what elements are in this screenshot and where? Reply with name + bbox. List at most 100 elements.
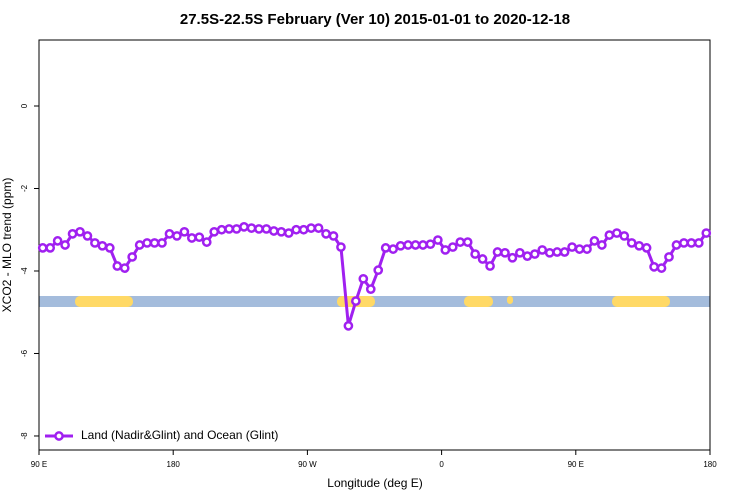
point xyxy=(373,265,384,276)
point xyxy=(559,247,570,257)
point xyxy=(529,249,540,259)
point xyxy=(276,226,287,237)
point xyxy=(619,231,630,241)
point xyxy=(321,229,331,239)
point xyxy=(500,247,510,258)
point xyxy=(179,226,190,237)
point xyxy=(470,249,480,259)
point xyxy=(112,261,123,271)
point xyxy=(611,228,622,238)
point xyxy=(104,243,115,253)
point xyxy=(455,237,466,247)
point xyxy=(37,243,48,253)
point xyxy=(45,243,56,253)
y-tick-label: -8 xyxy=(20,432,29,440)
x-axis-label: Longitude (deg E) xyxy=(327,476,422,490)
point xyxy=(380,243,391,253)
point xyxy=(701,228,712,238)
chart-title: 27.5S-22.5S February (Ver 10) 2015-01-01… xyxy=(180,11,570,28)
point xyxy=(515,247,525,258)
point xyxy=(544,247,555,258)
point xyxy=(582,244,592,254)
point xyxy=(239,222,249,232)
point xyxy=(485,261,495,271)
point xyxy=(589,236,600,246)
point xyxy=(440,245,451,255)
point xyxy=(358,273,369,284)
point xyxy=(693,238,704,248)
surface-band xyxy=(39,296,710,307)
point xyxy=(127,252,138,262)
point xyxy=(656,263,667,273)
point xyxy=(462,237,473,247)
point xyxy=(119,263,130,273)
x-tick-label: 90 E xyxy=(568,460,584,469)
x-tick-label: 180 xyxy=(167,460,181,469)
point xyxy=(403,240,413,250)
point xyxy=(134,240,145,250)
point xyxy=(418,240,428,250)
point xyxy=(671,240,682,250)
point xyxy=(447,242,458,252)
x-tick-label: 180 xyxy=(703,460,717,469)
land-segment xyxy=(612,296,670,307)
point xyxy=(664,252,674,262)
point xyxy=(388,244,398,254)
point xyxy=(679,238,689,248)
point xyxy=(283,228,294,238)
point xyxy=(313,223,324,233)
point xyxy=(254,224,264,234)
point xyxy=(172,231,182,241)
point xyxy=(261,224,272,234)
point xyxy=(567,242,577,252)
y-tick-label: -4 xyxy=(20,267,29,275)
point xyxy=(410,240,421,250)
y-tick-label: -2 xyxy=(20,184,29,192)
point xyxy=(597,240,607,250)
point xyxy=(67,229,78,239)
point xyxy=(186,233,197,243)
point xyxy=(522,251,533,261)
point xyxy=(142,238,152,248)
point xyxy=(477,254,488,264)
point xyxy=(75,226,85,237)
y-tick-label: 0 xyxy=(20,103,29,108)
point xyxy=(60,240,70,250)
point xyxy=(201,237,212,247)
point xyxy=(351,296,361,306)
land-segment xyxy=(507,296,513,304)
y-tick-label: -6 xyxy=(20,349,29,357)
point xyxy=(425,239,436,250)
point xyxy=(149,238,160,248)
point xyxy=(604,230,615,240)
point xyxy=(328,231,339,241)
point xyxy=(298,224,309,235)
point xyxy=(164,229,175,239)
point xyxy=(157,238,167,248)
point xyxy=(97,240,108,251)
point xyxy=(246,223,257,233)
point xyxy=(634,240,645,251)
x-tick-label: 90 E xyxy=(31,460,47,469)
x-tick-label: 0 xyxy=(439,460,444,469)
legend-label: Land (Nadir&Glint) and Ocean (Glint) xyxy=(81,428,278,442)
point xyxy=(433,235,443,245)
point xyxy=(395,240,406,251)
point xyxy=(507,252,518,263)
x-tick-label: 90 W xyxy=(298,460,317,469)
point xyxy=(492,247,503,257)
y-axis-label: XCO2 - MLO trend (ppm) xyxy=(0,178,14,313)
point xyxy=(82,231,93,241)
point xyxy=(537,245,548,255)
land-segment xyxy=(75,296,133,307)
point xyxy=(365,284,376,294)
point xyxy=(216,224,227,235)
point xyxy=(269,226,279,236)
point xyxy=(194,232,205,243)
point xyxy=(224,224,234,234)
point xyxy=(336,242,346,252)
land-segment xyxy=(464,296,493,307)
point xyxy=(552,247,563,257)
point xyxy=(306,223,316,233)
